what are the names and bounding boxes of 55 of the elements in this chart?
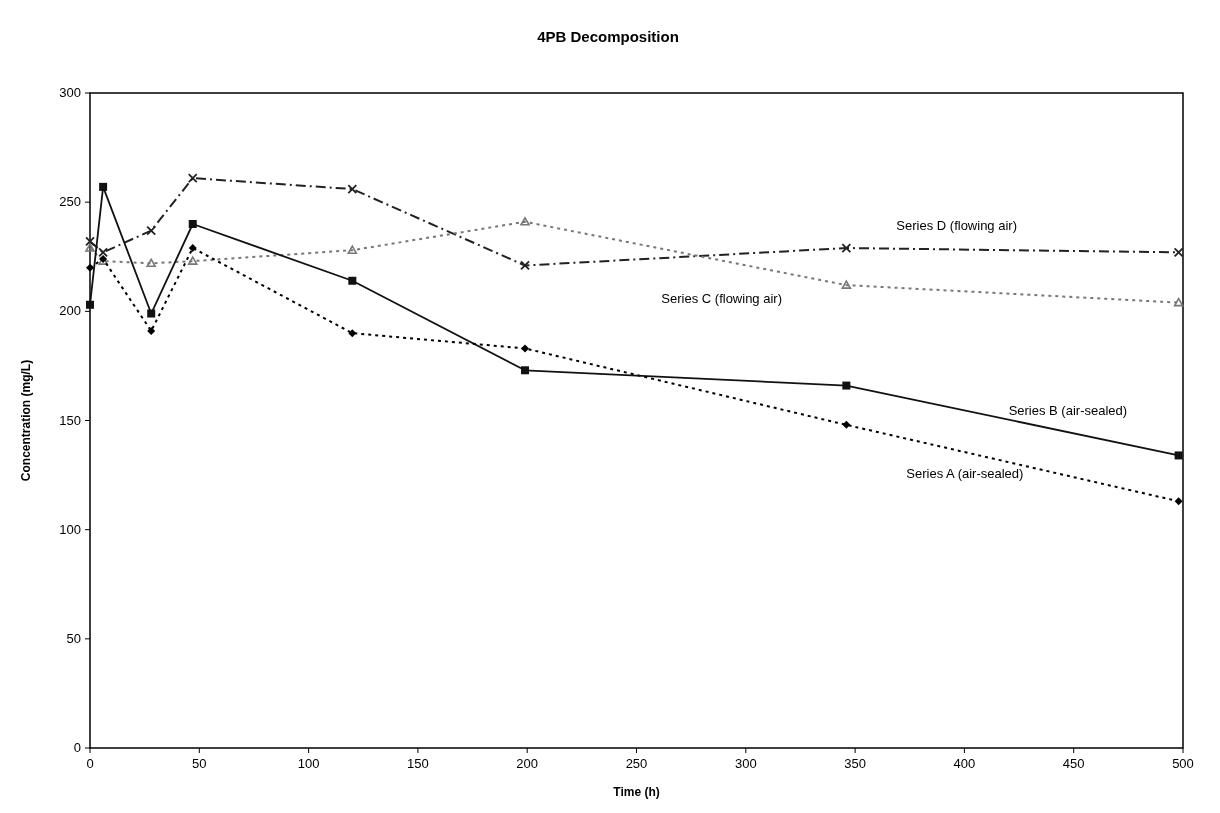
x-tick-label: 350 bbox=[844, 756, 866, 771]
y-tick-label: 300 bbox=[59, 85, 81, 100]
x-axis-title: Time (h) bbox=[613, 785, 660, 799]
y-tick-label: 50 bbox=[66, 630, 81, 646]
point bbox=[98, 247, 109, 258]
series-label: Series D (flowing air) bbox=[896, 218, 1018, 234]
point bbox=[347, 184, 358, 194]
point bbox=[520, 217, 530, 226]
x-tick-label: 250 bbox=[625, 756, 648, 771]
y-tick-label: 0 bbox=[73, 740, 81, 755]
point bbox=[86, 300, 94, 309]
point bbox=[85, 243, 95, 252]
point bbox=[1173, 247, 1184, 258]
y-tick-label: 100 bbox=[59, 521, 81, 537]
point bbox=[841, 280, 852, 289]
x-tick-label: 200 bbox=[516, 756, 539, 771]
point bbox=[86, 263, 94, 272]
y-tick-label: 150 bbox=[59, 412, 81, 428]
y-axis-title: Concentration (mg/L) bbox=[19, 359, 33, 482]
series-label: Series C (flowing air) bbox=[661, 291, 783, 307]
point bbox=[348, 276, 357, 285]
y-tick-label: 200 bbox=[59, 303, 81, 319]
point bbox=[842, 381, 851, 390]
point bbox=[146, 225, 157, 236]
point bbox=[188, 244, 197, 253]
point bbox=[521, 344, 530, 353]
point bbox=[1174, 451, 1183, 460]
point bbox=[99, 182, 108, 191]
x-tick-label: 400 bbox=[953, 756, 976, 771]
point bbox=[348, 329, 357, 338]
series-label: Series A (air-sealed) bbox=[906, 465, 1024, 481]
y-tick-label: 250 bbox=[59, 194, 81, 210]
point bbox=[85, 236, 95, 247]
x-tick-label: 150 bbox=[407, 756, 429, 771]
point bbox=[1174, 497, 1183, 506]
point bbox=[841, 243, 852, 253]
series-label: Series B (air-sealed) bbox=[1008, 403, 1128, 419]
point bbox=[146, 258, 157, 268]
point bbox=[520, 260, 530, 271]
chart-title: 4PB Decomposition bbox=[537, 28, 679, 45]
point bbox=[1173, 297, 1184, 307]
point bbox=[842, 420, 851, 429]
point bbox=[347, 245, 358, 254]
x-tick-label: 300 bbox=[734, 756, 757, 771]
point bbox=[147, 326, 156, 335]
point bbox=[521, 366, 530, 375]
x-tick-label: 0 bbox=[86, 756, 94, 771]
point bbox=[188, 220, 197, 228]
x-tick-label: 450 bbox=[1062, 756, 1085, 771]
point bbox=[187, 256, 198, 265]
x-tick-label: 50 bbox=[192, 756, 207, 771]
point bbox=[147, 309, 156, 318]
point bbox=[187, 173, 198, 184]
x-tick-label: 500 bbox=[1172, 756, 1194, 771]
x-tick-label: 100 bbox=[297, 756, 320, 771]
